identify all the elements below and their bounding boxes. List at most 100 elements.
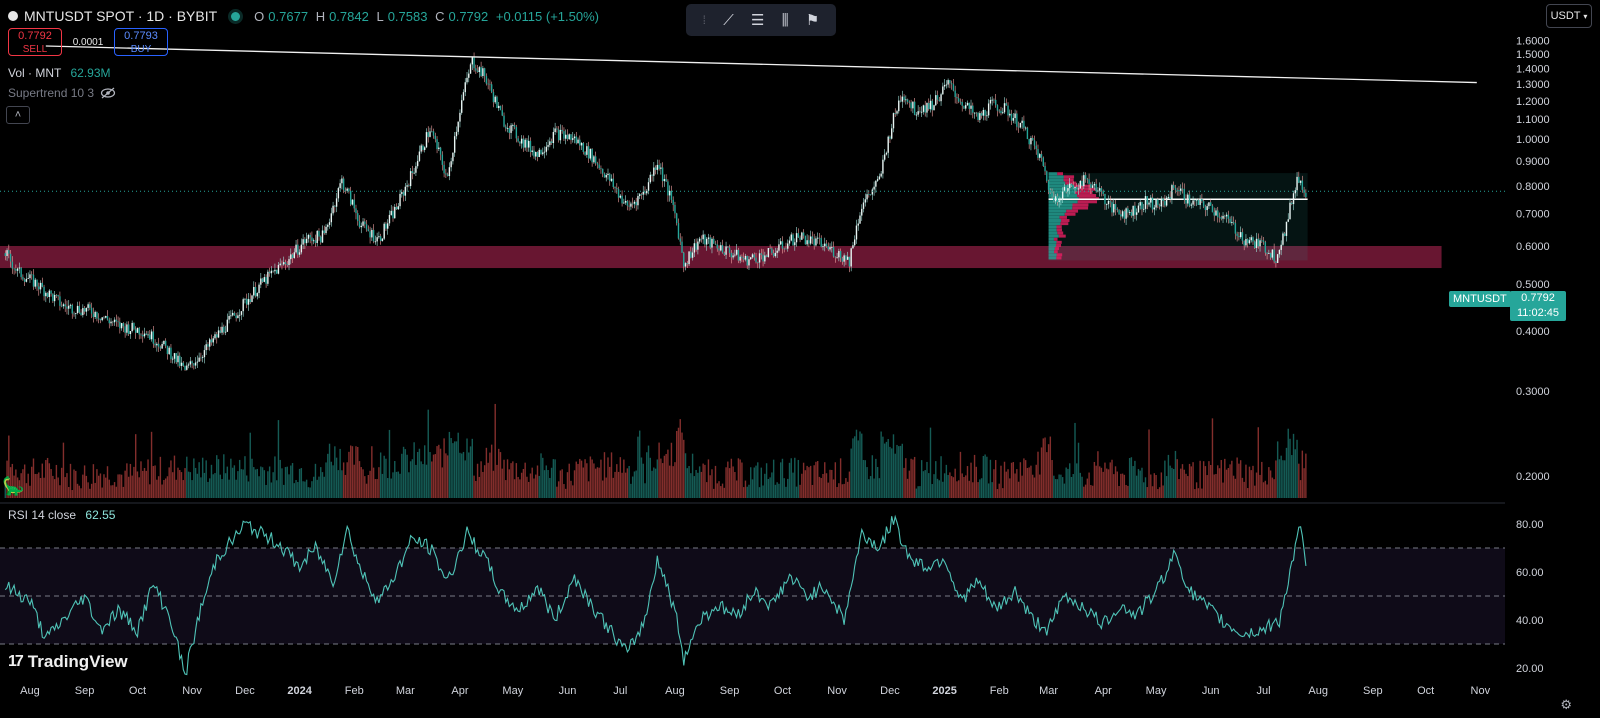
candle-body (1232, 221, 1235, 224)
candle-body (344, 189, 347, 191)
volume-bar (1086, 478, 1089, 498)
candle-body (200, 357, 202, 359)
volume-bar (175, 479, 177, 498)
volume-bar (1269, 470, 1272, 498)
candle-body (1035, 145, 1037, 150)
candle-body (1061, 191, 1064, 199)
volume-legend[interactable]: Vol · MNT 62.93M (8, 66, 111, 80)
collapse-legend-button[interactable]: ˄ (6, 106, 30, 124)
candle-body (397, 206, 399, 210)
candle-body (372, 229, 375, 242)
lines-tool-icon[interactable]: ☰ (751, 12, 765, 29)
candle-body (654, 167, 657, 170)
volume-bar (1023, 458, 1025, 498)
candle-body (965, 105, 967, 109)
volume-bar (695, 469, 697, 498)
volume-bar (1289, 438, 1291, 498)
time-tick-label: Oct (774, 685, 791, 697)
candle-body (838, 251, 840, 258)
volume-bar (621, 472, 623, 498)
buy-button[interactable]: 0.7793 BUY (114, 28, 168, 56)
candle-body (305, 238, 308, 244)
volume-bar (1070, 476, 1073, 498)
candle-body (554, 128, 556, 133)
currency-selector[interactable]: USDT ▾ (1546, 4, 1592, 28)
volume-bar (1185, 473, 1187, 498)
candle-body (808, 240, 810, 244)
volume-profile-bar (1048, 178, 1064, 182)
drag-handle-icon[interactable]: ⁞ (702, 13, 706, 27)
candle-body (83, 308, 86, 312)
candle-body (448, 167, 451, 177)
candle-body (866, 194, 868, 200)
volume-bar (852, 438, 854, 498)
volume-bar (277, 420, 280, 498)
volume-bar (1225, 469, 1228, 498)
open-value: 0.7677 (268, 8, 309, 24)
volume-bar (788, 462, 791, 498)
volume-bar (1162, 485, 1164, 498)
volume-bar (1137, 469, 1140, 498)
volume-bar (434, 454, 436, 498)
bars-tool-icon[interactable]: ⫼ (781, 11, 789, 29)
supertrend-legend[interactable]: Supertrend 10 3 (8, 86, 116, 100)
candle-body (1292, 193, 1295, 205)
volume-bar (221, 479, 223, 498)
trend-tool-icon[interactable]: ⟋ (723, 11, 734, 29)
candle-body (87, 304, 89, 308)
time-tick-label: Apr (1095, 685, 1112, 697)
candle-body (926, 102, 928, 113)
volume-bar (186, 456, 188, 498)
volume-bar (406, 454, 408, 498)
hidden-eye-icon[interactable] (100, 87, 116, 99)
time-axis[interactable]: Aug Sep Oct Nov Dec 2024 Feb Mar Apr May Jun Jul Aug… (20, 685, 1490, 697)
market-status-icon (231, 11, 241, 21)
volume-profile-bar (1048, 190, 1075, 194)
candle-body (1084, 175, 1087, 179)
volume-bar (256, 468, 258, 498)
tv-logo-icon: 17 (8, 653, 24, 670)
candle-body (744, 255, 747, 260)
flag-tool-icon[interactable]: ⚑ (805, 12, 820, 29)
volume-profile-bar (1074, 190, 1093, 194)
candle-body (903, 96, 905, 101)
candle-body (596, 163, 599, 165)
volume-bar (730, 458, 733, 498)
volume-bar (457, 432, 459, 498)
candle-body (346, 188, 348, 191)
candle-body (994, 99, 997, 106)
volume-bar (357, 446, 359, 498)
gear-icon[interactable]: ⚙ (1560, 697, 1572, 712)
volume-bar (882, 436, 884, 498)
volume-bar (683, 439, 685, 498)
volume-bar (1146, 487, 1148, 498)
volume-bar (52, 475, 54, 498)
candle-body (402, 192, 405, 196)
candle-body (846, 256, 849, 260)
symbol-title[interactable]: MNTUSDT SPOT · 1D · BYBIT (24, 8, 218, 24)
candle-body (194, 362, 197, 366)
candle-body (224, 331, 227, 333)
candle-body (609, 173, 611, 181)
candle-body (1155, 199, 1157, 208)
volume-bar (78, 485, 81, 498)
candle-body (279, 263, 281, 265)
volume-bar (73, 469, 75, 498)
candle-body (1014, 113, 1016, 119)
volume-bar (875, 458, 877, 498)
volume-bar (1172, 469, 1175, 498)
candle-body (1026, 127, 1029, 140)
candle-body (732, 255, 734, 258)
sell-button[interactable]: 0.7792 SELL (8, 28, 62, 56)
volume-bar (387, 478, 389, 498)
volume-bar (11, 463, 14, 498)
trendline[interactable] (45, 45, 1477, 84)
rsi-legend[interactable]: RSI 14 close 62.55 (8, 508, 115, 522)
volume-bar (201, 457, 204, 498)
volume-bar (422, 464, 424, 498)
volume-bar (970, 462, 972, 498)
volume-profile-bar (1048, 218, 1062, 222)
candle-body (450, 161, 452, 168)
candle-body (492, 92, 495, 103)
